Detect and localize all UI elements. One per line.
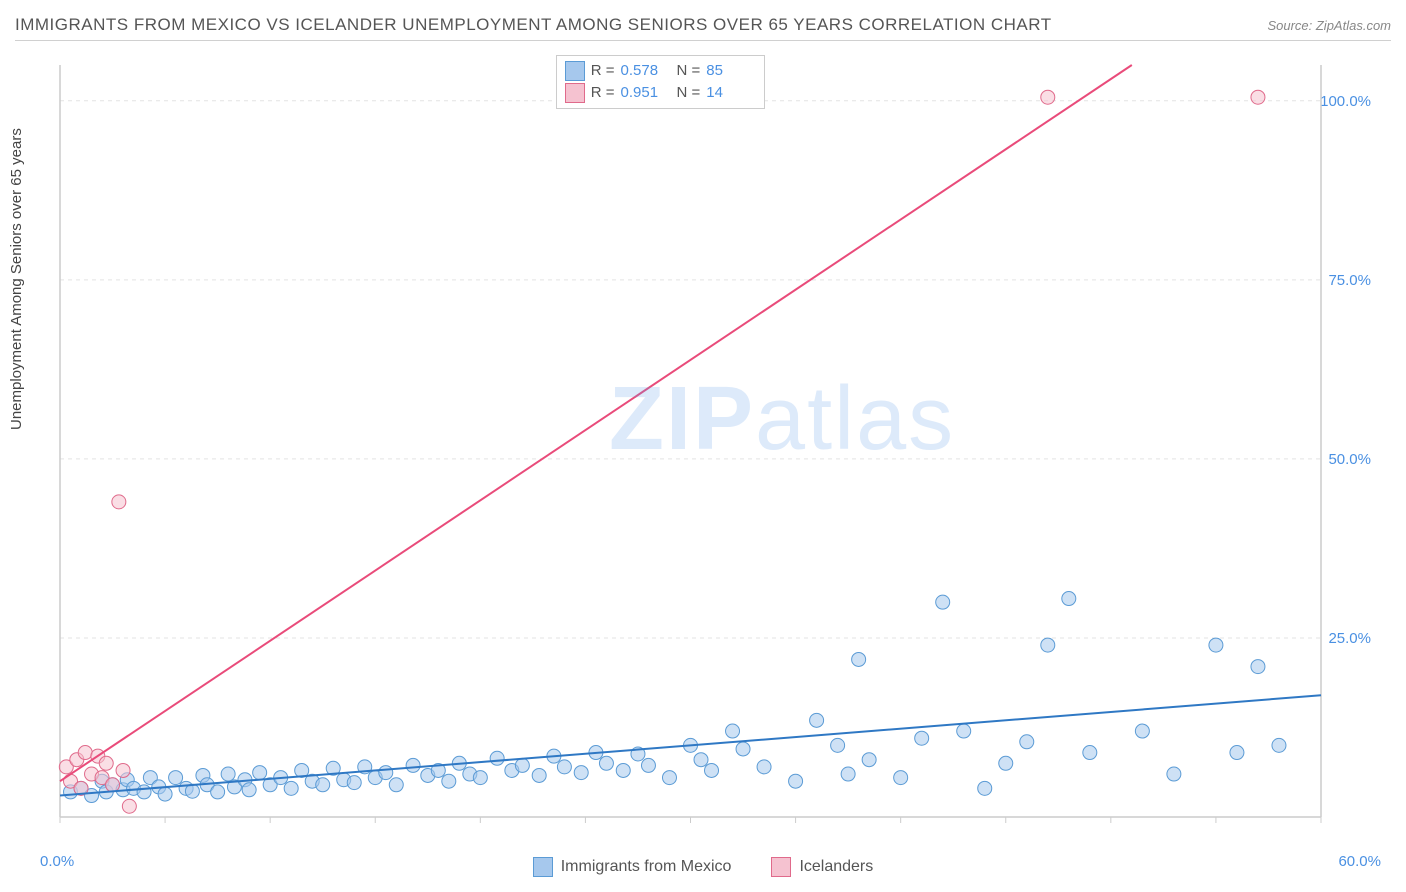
correlation-legend: R = 0.578 N = 85 R = 0.951 N = 14	[556, 55, 766, 109]
bottom-legend-mexico: Immigrants from Mexico	[533, 857, 732, 877]
bottom-legend-iceland: Icelanders	[771, 857, 873, 877]
bottom-legend: Immigrants from Mexico Icelanders	[0, 857, 1406, 877]
chart-title: IMMIGRANTS FROM MEXICO VS ICELANDER UNEM…	[15, 15, 1052, 35]
swatch-iceland-icon	[771, 857, 791, 877]
plot-area: 25.0%50.0%75.0%100.0% ZIPatlas R = 0.578…	[50, 55, 1381, 837]
swatch-mexico-icon	[533, 857, 553, 877]
svg-text:75.0%: 75.0%	[1328, 272, 1371, 289]
x-tick-60: 60.0%	[1338, 853, 1381, 870]
source-label: Source: ZipAtlas.com	[1267, 18, 1391, 33]
y-axis-label: Unemployment Among Seniors over 65 years	[8, 128, 25, 430]
swatch-iceland	[565, 83, 585, 103]
svg-text:100.0%: 100.0%	[1320, 93, 1371, 110]
scatter-chart: 25.0% 50.0% 75.0% 100.0%	[50, 55, 1381, 837]
svg-text:25.0%: 25.0%	[1328, 630, 1371, 647]
legend-row-iceland: R = 0.951 N = 14	[565, 82, 757, 104]
x-tick-0: 0.0%	[40, 853, 74, 870]
title-bar: IMMIGRANTS FROM MEXICO VS ICELANDER UNEM…	[15, 10, 1391, 41]
legend-row-mexico: R = 0.578 N = 85	[565, 60, 757, 82]
swatch-mexico	[565, 61, 585, 81]
svg-text:50.0%: 50.0%	[1328, 451, 1371, 468]
